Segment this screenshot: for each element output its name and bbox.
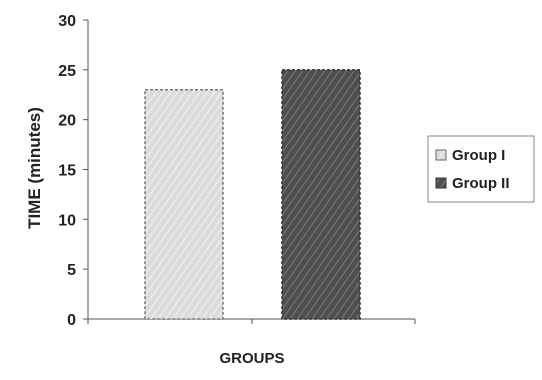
y-tick-label: 15: [58, 163, 76, 180]
legend-label-group-i: Group I: [452, 147, 505, 164]
y-tick-label: 20: [58, 113, 76, 130]
legend-label-group-ii: Group II: [452, 175, 510, 192]
y-tick-label: 10: [58, 212, 76, 229]
bar-group-ii: [281, 69, 361, 320]
y-tick-label: 0: [67, 312, 76, 329]
legend: Group I Group II: [427, 135, 535, 203]
legend-frame: [427, 135, 535, 203]
legend-swatch-group-ii: [435, 177, 447, 189]
y-tick-label: 5: [67, 262, 76, 279]
y-tick-label: 25: [58, 63, 76, 80]
x-axis: [83, 318, 416, 324]
y-tick-label: 30: [58, 13, 76, 30]
legend-swatch-group-i: [435, 149, 447, 161]
bar-group-i: [144, 89, 224, 320]
bars: [144, 69, 361, 320]
y-axis: 0 5 10 15 20 25 30: [58, 13, 89, 329]
y-axis-label: TIME (minutes): [25, 107, 44, 229]
x-axis-label: GROUPS: [219, 350, 284, 367]
